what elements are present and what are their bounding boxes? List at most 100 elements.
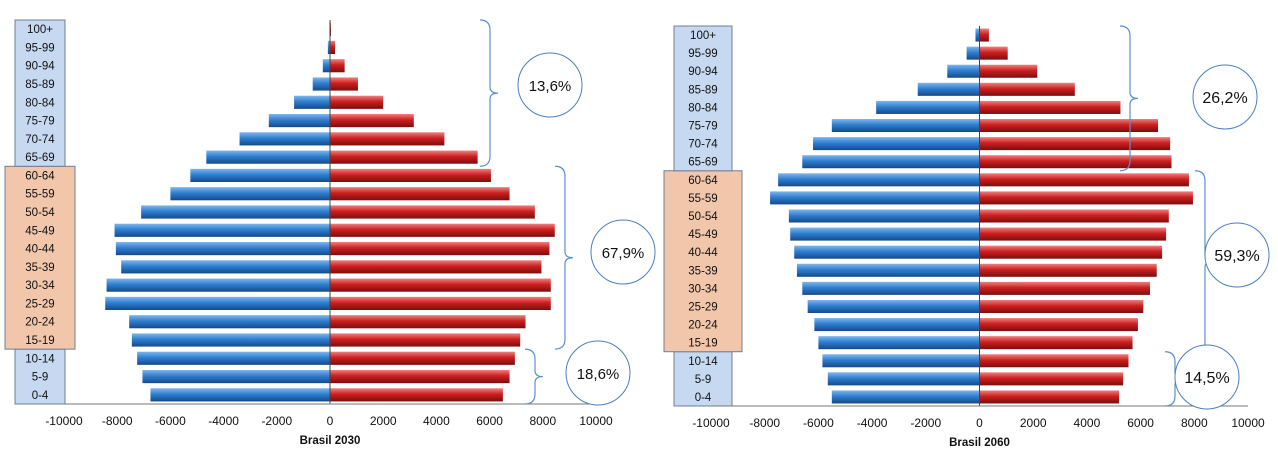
- bar-female: [330, 59, 345, 73]
- bar-male: [794, 245, 980, 259]
- x-tick-label: -4000: [857, 416, 888, 430]
- bar-female: [979, 100, 1121, 114]
- bar-male: [917, 82, 980, 96]
- bar-male: [322, 59, 330, 73]
- bar-female: [979, 227, 1167, 241]
- age-label: 100+: [690, 30, 716, 42]
- x-tick-label: 2000: [370, 414, 397, 428]
- pyramid-chart-1: 0-4 5-9 10-14 15-19 20-24 25-29 30-34 35-39 40-4…: [4, 19, 656, 447]
- bar-male: [831, 119, 980, 133]
- bar-male: [813, 137, 980, 151]
- group-percentage: 26,2%: [1202, 90, 1247, 107]
- bar-male: [778, 173, 980, 187]
- age-label: 45-49: [25, 225, 54, 237]
- bar-female: [979, 191, 1193, 205]
- age-label: 55-59: [688, 193, 717, 205]
- bar-male: [206, 150, 330, 164]
- x-tick-label: -10000: [45, 414, 83, 428]
- age-label: 20-24: [688, 320, 718, 332]
- age-label: 95-99: [25, 42, 54, 54]
- bar-female: [330, 187, 510, 201]
- x-axis-title: Brasil 2030: [300, 435, 361, 447]
- bar-female: [979, 372, 1124, 386]
- bar-female: [979, 46, 1008, 60]
- age-label: 80-84: [688, 102, 718, 114]
- bar-male: [802, 155, 980, 169]
- x-tick-label: 10000: [1231, 416, 1265, 430]
- age-label: 75-79: [688, 121, 717, 133]
- bar-male: [831, 390, 980, 404]
- x-tick-label: -8000: [749, 416, 780, 430]
- bar-male: [239, 132, 330, 146]
- bar-male: [975, 28, 980, 42]
- group-bracket: [554, 165, 574, 350]
- bar-female: [330, 95, 384, 109]
- age-label: 80-84: [25, 97, 55, 109]
- age-label: 40-44: [688, 247, 718, 259]
- x-tick-label: -2000: [910, 416, 941, 430]
- bar-female: [979, 64, 1038, 78]
- bar-female: [330, 260, 542, 274]
- bar-male: [105, 296, 330, 311]
- pyramid-chart-2: 0-4 5-9 10-14 15-19 20-24 25-29 30-34 35-39 40-4…: [663, 25, 1270, 449]
- percentage-callout: [565, 340, 631, 406]
- group-percentage: 67,9%: [602, 245, 645, 262]
- bar-male: [170, 187, 330, 201]
- age-group-box: [14, 19, 66, 167]
- age-label: 70-74: [688, 139, 718, 151]
- bar-female: [330, 315, 526, 329]
- age-label: 85-89: [688, 84, 717, 96]
- age-label: 35-39: [25, 262, 54, 274]
- age-label: 50-54: [688, 211, 718, 223]
- age-label: 30-34: [688, 283, 718, 295]
- bar-female: [979, 119, 1159, 133]
- percentage-callout: [590, 219, 656, 285]
- x-tick-label: 10000: [579, 414, 613, 428]
- age-label: 65-69: [688, 157, 717, 169]
- bar-male: [106, 278, 330, 292]
- bar-female: [979, 354, 1129, 368]
- age-label: 55-59: [25, 189, 54, 201]
- bar-female: [979, 336, 1133, 350]
- bar-male: [131, 333, 330, 347]
- percentage-callout: [1174, 344, 1240, 410]
- bar-male: [790, 227, 980, 241]
- bar-female: [979, 155, 1172, 169]
- age-label: 25-29: [25, 298, 54, 310]
- bar-male: [788, 209, 980, 223]
- group-bracket: [1119, 25, 1139, 172]
- bar-female: [330, 132, 445, 146]
- bar-male: [115, 241, 331, 256]
- age-label: 30-34: [25, 280, 55, 292]
- age-label: 50-54: [25, 207, 55, 219]
- bar-female: [330, 241, 550, 256]
- age-label: 0-4: [695, 392, 712, 404]
- bar-male: [114, 223, 330, 237]
- bar-male: [268, 113, 330, 128]
- x-tick-label: 4000: [1074, 416, 1101, 430]
- age-label: 85-89: [25, 79, 54, 91]
- age-label: 60-64: [688, 175, 718, 187]
- age-label: 25-29: [688, 301, 717, 313]
- age-label: 10-14: [25, 353, 55, 365]
- bar-male: [312, 77, 330, 91]
- bar-male: [150, 388, 330, 402]
- bar-female: [979, 209, 1169, 223]
- bar-female: [330, 150, 478, 164]
- age-label: 10-14: [688, 356, 718, 368]
- bar-male: [121, 260, 330, 274]
- bar-male: [827, 372, 980, 386]
- bar-male: [947, 64, 980, 78]
- x-tick-label: -2000: [261, 414, 292, 428]
- x-tick-label: 4000: [423, 414, 450, 428]
- bar-female: [979, 173, 1189, 187]
- age-label: 15-19: [688, 338, 717, 350]
- x-tick-label: 0: [976, 416, 983, 430]
- bar-male: [141, 205, 330, 219]
- x-tick-label: 0: [327, 414, 334, 428]
- bar-male: [807, 299, 980, 313]
- bar-female: [330, 40, 336, 55]
- group-percentage: 18,6%: [577, 366, 620, 383]
- bar-female: [330, 296, 551, 311]
